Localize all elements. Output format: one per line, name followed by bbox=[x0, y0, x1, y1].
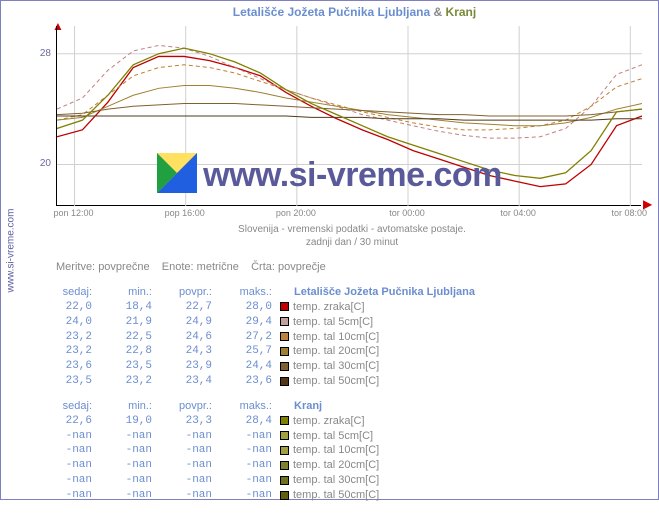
table-row: 23,222,524,627,2temp. tal 10cm[C] bbox=[36, 330, 479, 345]
y-axis-source: www.si-vreme.com bbox=[3, 1, 19, 499]
legend-swatch bbox=[280, 317, 289, 326]
stats-table-ljubljana: sedaj:min.:povpr.:maks.:Letališče Jožeta… bbox=[36, 285, 479, 389]
legend-swatch bbox=[280, 431, 289, 440]
chart-subtitle-1: Slovenija - vremenski podatki - avtomats… bbox=[56, 224, 648, 235]
table-row: -nan-nan-nan-nantemp. tal 20cm[C] bbox=[36, 458, 383, 473]
legend-swatch bbox=[280, 302, 289, 311]
meritve-label: Meritve: bbox=[56, 261, 95, 273]
chart-title: Letališče Jožeta Pučnika Ljubljana & Kra… bbox=[61, 5, 648, 19]
x-tick-label: pon 20:00 bbox=[276, 208, 316, 218]
legend-swatch bbox=[280, 491, 289, 500]
table-row: -nan-nan-nan-nantemp. tal 50cm[C] bbox=[36, 488, 383, 503]
x-tick-label: pon 12:00 bbox=[54, 208, 94, 218]
legend-swatch bbox=[280, 362, 289, 371]
title-amp: & bbox=[434, 5, 443, 19]
x-tick-label: tor 04:00 bbox=[500, 208, 536, 218]
x-tick-label: tor 00:00 bbox=[389, 208, 425, 218]
crta-label: Črta: bbox=[251, 261, 275, 273]
x-tick-label: tor 08:00 bbox=[612, 208, 648, 218]
chart-canvas bbox=[57, 26, 642, 206]
table-row: 23,222,824,325,7temp. tal 20cm[C] bbox=[36, 344, 479, 359]
crta-value: povprečje bbox=[278, 261, 326, 273]
legend-swatch bbox=[280, 461, 289, 470]
legend-swatch bbox=[280, 446, 289, 455]
y-tick-label: 28 bbox=[31, 48, 51, 59]
legend-swatch bbox=[280, 476, 289, 485]
table-row: 22,619,023,328,4temp. zraka[C] bbox=[36, 414, 383, 429]
legend-swatch bbox=[280, 332, 289, 341]
x-tick-label: pop 16:00 bbox=[165, 208, 205, 218]
stats-tables: sedaj:min.:povpr.:maks.:Letališče Jožeta… bbox=[36, 285, 648, 513]
legend-swatch bbox=[280, 347, 289, 356]
legend-swatch bbox=[280, 377, 289, 386]
legend-swatch bbox=[280, 416, 289, 425]
enote-label: Enote: bbox=[162, 261, 194, 273]
line-chart bbox=[56, 26, 641, 206]
meritve-value: povprečne bbox=[98, 261, 149, 273]
measurement-info: Meritve: povprečne Enote: metrične Črta:… bbox=[56, 261, 648, 273]
y-tick-label: 20 bbox=[31, 158, 51, 169]
enote-value: metrične bbox=[197, 261, 239, 273]
source-label: www.si-vreme.com bbox=[6, 208, 17, 292]
table-row: -nan-nan-nan-nantemp. tal 30cm[C] bbox=[36, 473, 383, 488]
chart-subtitle-2: zadnji dan / 30 minut bbox=[56, 237, 648, 248]
title-part-a: Letališče Jožeta Pučnika Ljubljana bbox=[233, 5, 430, 19]
table-row: 24,021,924,929,4temp. tal 5cm[C] bbox=[36, 315, 479, 330]
table-row: 22,018,422,728,0temp. zraka[C] bbox=[36, 300, 479, 315]
stats-table-kranj: sedaj:min.:povpr.:maks.:Kranj22,619,023,… bbox=[36, 399, 383, 503]
table-row: -nan-nan-nan-nantemp. tal 5cm[C] bbox=[36, 429, 383, 444]
table-row: -nan-nan-nan-nantemp. tal 10cm[C] bbox=[36, 443, 383, 458]
title-part-b: Kranj bbox=[446, 5, 477, 19]
table-row: 23,623,523,924,4temp. tal 30cm[C] bbox=[36, 359, 479, 374]
table-row: 23,523,223,423,6temp. tal 50cm[C] bbox=[36, 374, 479, 389]
